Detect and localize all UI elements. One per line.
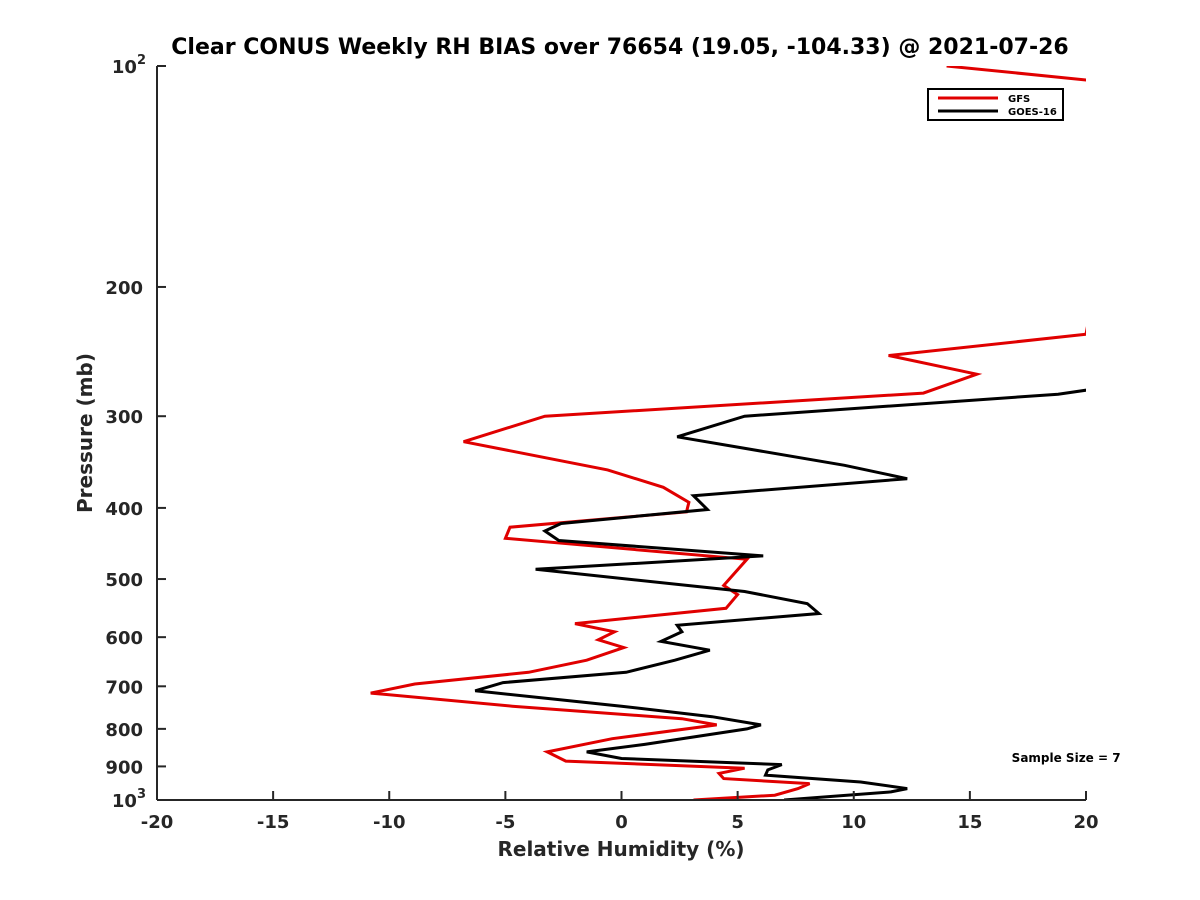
y-tick-label: 900 bbox=[105, 757, 143, 778]
y-tick-label: 500 bbox=[105, 570, 143, 591]
y-tick-label: 600 bbox=[105, 628, 143, 649]
x-tick-label: 20 bbox=[1073, 812, 1098, 833]
series-line-goes-16 bbox=[474, 388, 1086, 800]
x-tick-label: 0 bbox=[615, 812, 628, 833]
x-tick-label: -10 bbox=[373, 812, 406, 833]
x-tick-label: -5 bbox=[495, 812, 515, 833]
y-tick-label: 400 bbox=[105, 499, 143, 520]
series-line-gfs bbox=[370, 66, 1086, 800]
y-tick-label: 200 bbox=[105, 278, 143, 299]
x-tick-label: -20 bbox=[141, 812, 174, 833]
x-tick-label: 15 bbox=[957, 812, 982, 833]
legend-box bbox=[927, 88, 1064, 121]
y-tick-base: 10 bbox=[112, 791, 137, 812]
x-tick-label: 5 bbox=[731, 812, 744, 833]
chart-title: Clear CONUS Weekly RH BIAS over 76654 (1… bbox=[171, 35, 1068, 60]
x-tick-label: -15 bbox=[257, 812, 290, 833]
y-axis-label: Pressure (mb) bbox=[73, 353, 97, 513]
y-tick-exponent: 3 bbox=[137, 787, 146, 802]
y-tick-exponent: 2 bbox=[137, 53, 146, 68]
y-tick-label-power: 103 bbox=[112, 787, 146, 812]
sample-size-annotation: Sample Size = 7 bbox=[1012, 751, 1121, 765]
y-tick-base: 10 bbox=[112, 57, 137, 78]
y-tick-label: 700 bbox=[105, 677, 143, 698]
tick-layer: -20 -15 -10 -5 0 5 10 15 20102200300400500600700… bbox=[105, 53, 1098, 833]
axes-layer bbox=[156, 66, 1086, 801]
series-layer bbox=[370, 66, 1086, 800]
y-tick-label: 800 bbox=[105, 720, 143, 741]
x-axis-label: Relative Humidity (%) bbox=[497, 837, 744, 861]
legend: GFS GOES-16 bbox=[927, 88, 1064, 121]
y-tick-label: 300 bbox=[105, 407, 143, 428]
legend-entry-label: GFS bbox=[1008, 94, 1030, 105]
y-tick-label-power: 102 bbox=[112, 53, 146, 78]
legend-entry-label: GOES-16 bbox=[1008, 107, 1057, 118]
x-tick-label: 10 bbox=[841, 812, 866, 833]
annotation-layer: Sample Size = 7 bbox=[1012, 751, 1121, 765]
